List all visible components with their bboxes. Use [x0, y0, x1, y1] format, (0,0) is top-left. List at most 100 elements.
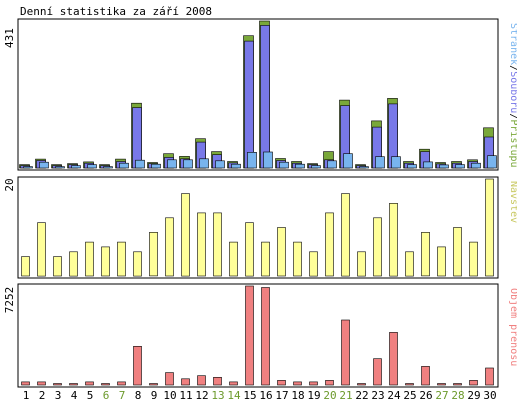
- x-tick-label: 10: [163, 389, 176, 402]
- bar-pages: [119, 162, 129, 169]
- x-tick-label: 6: [103, 389, 110, 402]
- bar-pages: [167, 159, 177, 169]
- legend-entry: Objem přenosu: [508, 288, 517, 366]
- x-tick-label: 28: [451, 389, 464, 402]
- bar-volume: [133, 345, 142, 386]
- bar-visits: [21, 256, 30, 277]
- bar-pages: [391, 156, 401, 169]
- x-tick-label: 19: [307, 389, 320, 402]
- bar-visits: [85, 241, 94, 277]
- bar-visits: [421, 232, 430, 277]
- legend-entry: Návštěv: [508, 181, 517, 223]
- bar-visits: [213, 212, 222, 277]
- bar-pages: [231, 163, 241, 169]
- x-tick-label: 22: [355, 389, 368, 402]
- bar-pages: [343, 153, 353, 169]
- y-max-label-middle: 20: [3, 178, 16, 191]
- x-tick-label: 13: [211, 389, 224, 402]
- bar-visits: [165, 217, 174, 277]
- y-max-label-top: 431: [3, 28, 16, 48]
- x-tick-label: 27: [435, 389, 448, 402]
- bar-visits: [309, 251, 318, 277]
- bar-volume: [245, 285, 254, 386]
- bar-volume: [229, 381, 238, 386]
- bar-visits: [453, 227, 462, 277]
- bar-pages: [263, 151, 273, 169]
- bar-volume: [149, 383, 158, 386]
- bar-pages: [455, 164, 465, 169]
- bar-visits: [229, 241, 238, 277]
- bar-visits: [357, 251, 366, 277]
- bar-visits: [389, 203, 398, 277]
- bar-volume: [261, 287, 270, 386]
- x-tick-label: 5: [87, 389, 94, 402]
- bar-pages: [439, 164, 449, 169]
- legend-entry: /: [508, 113, 517, 119]
- bar-pages: [71, 165, 81, 169]
- bar-volume: [453, 383, 462, 386]
- bar-volume: [421, 366, 430, 386]
- bar-volume: [309, 381, 318, 386]
- bar-volume: [405, 383, 414, 386]
- bar-visits: [277, 227, 286, 277]
- bar-pages: [183, 159, 193, 169]
- x-tick-label: 2: [39, 389, 46, 402]
- bar-visits: [53, 256, 62, 277]
- legend-entry: Přístupů: [508, 119, 517, 167]
- chart-title: Denní statistika za září 2008: [20, 5, 212, 18]
- x-tick-label: 21: [339, 389, 352, 402]
- panel-frame-middle: [17, 176, 499, 279]
- x-tick-label: 7: [119, 389, 126, 402]
- bar-volume: [389, 332, 398, 386]
- bar-visits: [37, 222, 46, 277]
- bar-visits: [149, 232, 158, 277]
- x-tick-label: 26: [419, 389, 432, 402]
- bar-volume: [213, 376, 222, 386]
- x-tick-label: 24: [387, 389, 401, 402]
- bar-pages: [55, 166, 65, 169]
- bar-files: [132, 107, 142, 169]
- bar-volume: [293, 381, 302, 386]
- bar-pages: [359, 166, 369, 169]
- bar-visits: [101, 246, 110, 277]
- bar-pages: [327, 160, 337, 169]
- x-tick-label: 16: [259, 389, 272, 402]
- x-tick-label: 18: [291, 389, 304, 402]
- bar-visits: [485, 178, 494, 277]
- bar-files: [260, 25, 270, 169]
- bar-pages: [423, 161, 433, 169]
- bar-pages: [103, 166, 113, 169]
- bar-files: [244, 40, 254, 169]
- x-tick-label: 14: [227, 389, 241, 402]
- bar-visits: [133, 251, 142, 277]
- x-tick-label: 1: [23, 389, 30, 402]
- bar-pages: [215, 160, 225, 169]
- bar-volume: [69, 383, 78, 386]
- bar-visits: [293, 241, 302, 277]
- bar-volume: [53, 383, 62, 386]
- legend-top: Stránek/Souborů/Přístupů: [508, 23, 517, 168]
- bar-volume: [85, 381, 94, 386]
- bar-visits: [261, 241, 270, 277]
- bar-pages: [39, 161, 49, 169]
- bar-volume: [21, 381, 30, 386]
- bar-volume: [117, 381, 126, 386]
- x-tick-label: 15: [243, 389, 256, 402]
- bar-pages: [375, 156, 385, 169]
- bar-pages: [279, 161, 289, 169]
- bar-pages: [487, 155, 497, 169]
- bar-pages: [295, 163, 305, 169]
- bar-pages: [151, 163, 161, 169]
- x-tick-label: 20: [323, 389, 336, 402]
- x-tick-label: 30: [483, 389, 496, 402]
- bar-volume: [165, 372, 174, 386]
- x-tick-label: 3: [55, 389, 62, 402]
- legend-entry: Souborů: [508, 71, 517, 113]
- y-max-label-bottom: 7252: [3, 287, 16, 314]
- bar-visits: [117, 241, 126, 277]
- x-tick-label: 9: [151, 389, 158, 402]
- bar-visits: [69, 251, 78, 277]
- bar-volume: [357, 383, 366, 386]
